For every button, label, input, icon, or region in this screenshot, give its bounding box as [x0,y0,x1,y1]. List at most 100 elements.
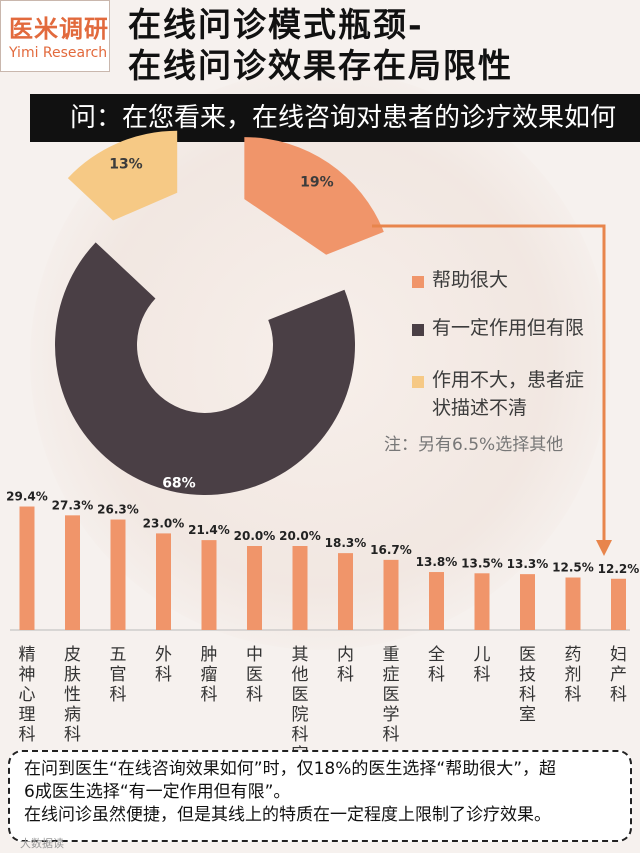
bar-value-label-7: 20.0% [279,529,321,543]
bar-category-label-12-char-1: 医 [519,645,536,665]
bar-category-label-10-char-2: 科 [428,665,445,685]
summary-line-3: 在线问诊虽然便捷，但是其线上的特质在一定程度上限制了诊疗效果。 [24,805,551,825]
bar-category-label-6-char-3: 科 [246,685,263,705]
legend-item-3: 作用不大，患者症 [432,369,585,391]
bar-value-label-5: 21.4% [188,523,230,537]
bar-category-label-9-char-2: 症 [383,665,400,685]
title-line-2: 在线问诊效果存在局限性 [128,46,513,85]
bar-category-label-9-char-4: 学 [383,705,400,725]
bar-1 [19,506,35,630]
bar-category-label-7-char-5: 科 [292,725,309,745]
pie-label-1: 19% [300,174,334,190]
pie-slice-1 [244,137,384,255]
bar-category-label-3-char-3: 科 [110,685,127,705]
bar-category-label-1-char-2: 神 [19,665,36,685]
bar-category-label-2-char-2: 肤 [64,665,81,685]
bar-category-label-10-char-1: 全 [428,645,445,665]
watermark: 大数据读 [20,837,64,850]
bar-category-label-11-char-1: 儿 [474,645,491,665]
bar-category-label-13-char-2: 剂 [565,665,582,685]
bar-category-label-14-char-2: 产 [610,665,627,685]
bar-category-label-9-char-5: 科 [383,725,400,745]
bar-category-label-12-char-3: 科 [519,685,536,705]
bar-category-label-5-char-3: 科 [201,685,218,705]
bar-category-label-13-char-1: 药 [565,645,582,665]
pie-slice-2 [55,242,355,495]
bar-category-label-12-char-2: 技 [519,665,536,685]
legend-item-3-cont: 状描述不清 [432,397,528,419]
summary-box: 在问到医生“在线咨询效果如何”时，仅18%的医生选择“帮助很大”，超 6成医生选… [8,750,632,842]
pie-slice-3 [67,130,178,221]
bar-value-label-8: 18.3% [325,536,367,550]
bar-category-label-2-char-3: 性 [64,685,81,705]
legend-swatch-3 [412,376,424,388]
bar-category-label-14-char-3: 科 [610,685,627,705]
bar-11 [474,573,490,630]
bar-category-label-7-char-2: 他 [292,665,309,685]
bar-category-label-13-char-3: 科 [565,685,582,705]
bar-value-label-13: 12.5% [552,561,594,575]
bar-value-label-10: 13.8% [416,555,458,569]
page-title: 在线问诊模式瓶颈- 在线问诊效果存在局限性 [128,4,640,86]
logo: 医米调研 Yimi Research [0,0,110,72]
bar-value-label-12: 13.3% [507,557,549,571]
connector-arrow-head [596,540,612,556]
bar-category-label-5-char-2: 瘤 [201,665,218,685]
bar-10 [429,572,444,630]
legend-swatch-2 [412,324,424,336]
summary-line-2: 6成医生选择“有一定作用但有限”。 [24,782,291,802]
bar-category-label-2-char-4: 病 [64,705,81,725]
bar-category-label-2-char-5: 科 [64,725,81,745]
logo-text-cn: 医米调研 [9,15,109,43]
bar-value-label-11: 13.5% [461,556,503,570]
bar-3 [110,519,126,630]
bar-category-label-1-char-4: 理 [19,705,36,725]
bar-category-label-8-char-1: 内 [337,645,354,665]
bar-category-label-3-char-2: 官 [110,665,127,685]
bar-13 [565,577,581,630]
bar-value-label-4: 23.0% [143,516,185,530]
bar-category-label-12-char-4: 室 [519,705,536,725]
bar-category-label-4-char-2: 科 [155,665,172,685]
bar-category-label-7-char-4: 院 [292,705,309,725]
bar-category-label-7-char-1: 其 [292,645,309,665]
bar-category-label-9-char-1: 重 [383,645,400,665]
pie-label-3: 13% [109,156,143,172]
bar-category-label-7-char-3: 医 [292,685,309,705]
bar-category-label-8-char-2: 科 [337,665,354,685]
summary-line-1: 在问到医生“在线咨询效果如何”时，仅18%的医生选择“帮助很大”，超 [24,759,557,779]
bar-7 [292,546,308,630]
bar-5 [201,540,217,630]
title-line-1: 在线问诊模式瓶颈- [128,5,424,44]
bar-category-label-5-char-1: 肿 [201,645,218,665]
legend-item-2: 有一定作用但有限 [432,317,585,339]
bar-value-label-1: 29.4% [6,490,48,504]
bar-category-label-14-char-1: 妇 [610,645,627,665]
bar-category-label-1-char-3: 心 [19,685,36,705]
bar-14 [611,578,626,630]
logo-text-en: Yimi Research [9,45,108,61]
bar-value-label-6: 20.0% [234,529,276,543]
bar-category-label-3-char-1: 五 [110,645,127,665]
bar-value-label-9: 16.7% [370,543,412,557]
bar-6 [247,546,262,630]
connector-arrow-line [372,224,606,545]
legend-item-1: 帮助很大 [432,269,509,291]
bar-category-label-2-char-1: 皮 [64,645,81,665]
bar-category-label-9-char-3: 医 [383,685,400,705]
bar-4 [156,533,171,630]
question-banner: 问：在您看来，在线咨询对患者的诊疗效果如何 [30,94,640,142]
bar-value-label-2: 27.3% [52,498,94,512]
bar-8 [338,553,353,630]
bar-value-label-14: 12.2% [598,562,640,576]
bar-category-label-1-char-1: 精 [19,645,36,665]
bar-category-label-11-char-2: 科 [474,665,491,685]
pie-label-2: 68% [162,476,196,492]
bar-category-label-1-char-5: 科 [19,725,36,745]
bar-12 [520,574,535,630]
bar-9 [383,559,399,630]
bar-category-label-6-char-1: 中 [246,645,263,665]
legend-swatch-1 [412,276,424,288]
bar-value-label-3: 26.3% [97,503,139,517]
